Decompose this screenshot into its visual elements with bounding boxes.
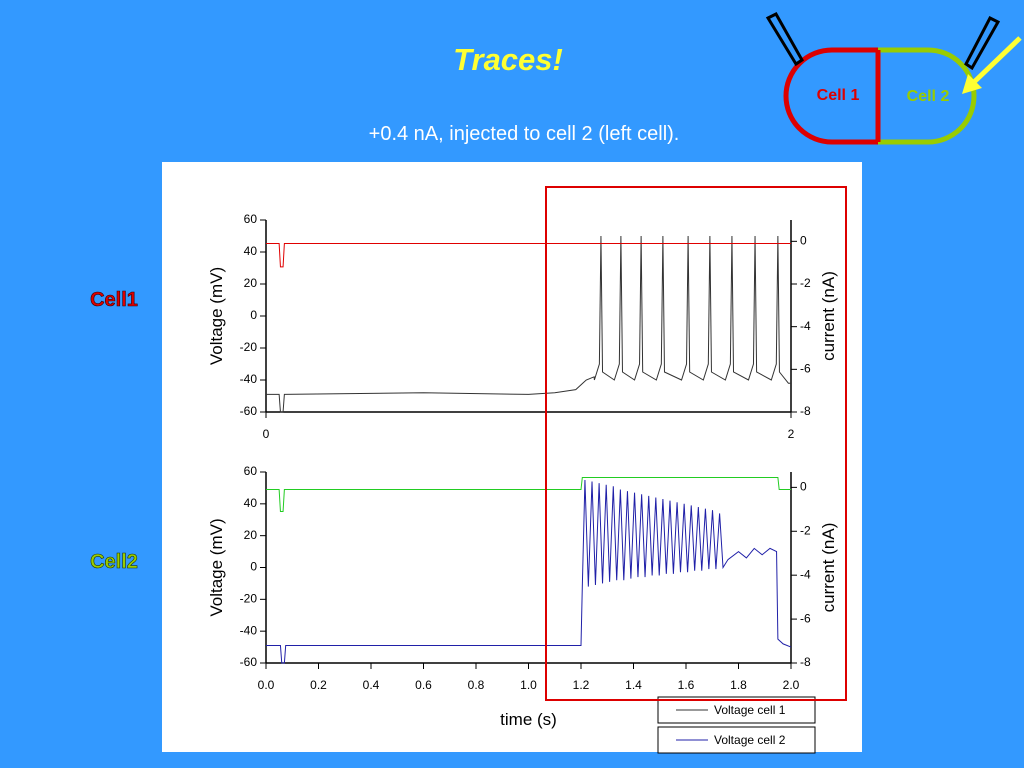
legend-label: Voltage cell 1 (714, 703, 786, 717)
electrode (765, 12, 804, 67)
y-axis-label: Voltage (mV) (207, 267, 226, 365)
y2-tick-label: -8 (800, 404, 811, 418)
y2-tick-label: 0 (800, 234, 807, 248)
y2-tick-label: 0 (800, 480, 807, 494)
cell-1-shape (783, 47, 881, 145)
y-tick-label: -40 (240, 623, 258, 637)
x-tick-label: 1.0 (520, 678, 537, 692)
x-tick-label: 1.8 (730, 678, 747, 692)
row-label: Cell2 (90, 551, 138, 573)
x-tick-label: 0.4 (363, 678, 380, 692)
diagram-label: Cell 2 (907, 88, 950, 105)
arrow (970, 36, 1022, 86)
subtitle: +0.4 nA, injected to cell 2 (left cell). (369, 123, 680, 145)
diagram-label: Cell 1 (817, 87, 860, 104)
y-tick-label: -20 (240, 592, 258, 606)
legend-label: Voltage cell 2 (714, 733, 786, 747)
y-tick-label: -60 (240, 655, 258, 669)
x-tick-label: 0.2 (310, 678, 327, 692)
y-tick-label: -60 (240, 404, 258, 418)
x-tick-label: 0.0 (258, 678, 275, 692)
y-axis-label: Voltage (mV) (207, 518, 226, 616)
y2-tick-label: -6 (800, 611, 811, 625)
series-line (266, 479, 792, 664)
title: Traces! (453, 42, 563, 77)
y2-tick-label: -2 (800, 276, 811, 290)
series-line (266, 242, 791, 268)
x-tick-label: 2 (788, 427, 795, 441)
x-axis-label: time (s) (500, 710, 557, 729)
y-tick-label: 20 (244, 528, 258, 542)
x-tick-label: 1.4 (625, 678, 642, 692)
y-tick-label: -20 (240, 340, 258, 354)
y-tick-label: 40 (244, 244, 258, 258)
y2-tick-label: -6 (800, 362, 811, 376)
y-tick-label: 60 (244, 212, 258, 226)
x-tick-label: 0.6 (415, 678, 432, 692)
x-tick-label: 1.2 (573, 678, 590, 692)
y-tick-label: -40 (240, 372, 258, 386)
y-tick-label: 40 (244, 496, 258, 510)
x-tick-label: 0.8 (468, 678, 485, 692)
y2-tick-label: -2 (800, 523, 811, 537)
y2-tick-label: -4 (800, 319, 811, 333)
y2-axis-label: current (nA) (819, 523, 838, 613)
y2-axis-label: current (nA) (819, 271, 838, 361)
y-tick-label: 0 (250, 308, 257, 322)
y2-tick-label: -8 (800, 655, 811, 669)
x-tick-label: 0 (263, 427, 270, 441)
series-line (266, 476, 791, 513)
y2-tick-label: -4 (800, 567, 811, 581)
highlight-box (545, 186, 847, 701)
cell-2-shape (878, 47, 977, 145)
x-tick-label: 2.0 (783, 678, 800, 692)
y-tick-label: 20 (244, 276, 258, 290)
arrow-head (962, 74, 982, 94)
y-tick-label: 60 (244, 464, 258, 478)
series-line (266, 235, 791, 413)
y-tick-label: 0 (250, 560, 257, 574)
chart-panel (162, 162, 862, 752)
electrode (964, 15, 1001, 71)
row-label: Cell1 (90, 289, 138, 311)
x-tick-label: 1.6 (678, 678, 695, 692)
